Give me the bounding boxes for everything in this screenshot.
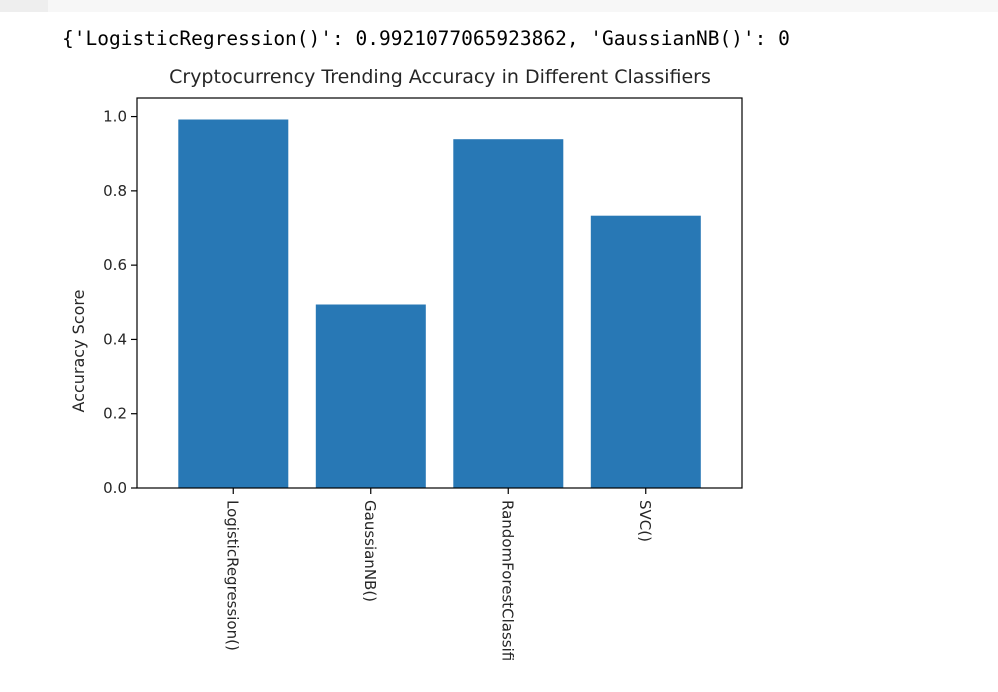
x-tick-label-0: LogisticRegression() [223,500,241,651]
y-tick-label-3: 0.6 [103,256,127,274]
accuracy-bar-chart: Cryptocurrency Trending Accuracy in Diff… [69,66,743,661]
x-tick-label-3: SVC() [636,500,654,542]
bars-group [178,119,701,488]
chart-title: Cryptocurrency Trending Accuracy in Diff… [169,66,711,88]
x-tick-label-2: RandomForestClassifi [498,500,516,661]
y-tick-label-5: 1.0 [103,108,127,126]
cell-prompt-area [0,0,48,12]
y-tick-label-1: 0.2 [103,405,127,423]
y-ticks-group: 0.0 0.2 0.4 0.6 0.8 1.0 [103,108,137,497]
y-tick-label-2: 0.4 [103,330,127,348]
bar-2 [453,139,564,488]
y-tick-label-0: 0.0 [103,479,127,497]
x-ticks-group: LogisticRegression() GaussianNB() RandomFo… [223,488,654,661]
bar-0 [178,119,289,488]
bar-3 [590,215,701,488]
plot-area-frame [136,97,743,489]
y-tick-label-4: 0.8 [103,182,127,200]
x-tick-label-1: GaussianNB() [361,500,379,602]
bar-1 [315,304,426,488]
cell-top-strip [0,0,998,12]
y-axis-label: Accuracy Score [69,290,88,413]
cell-output-text: {'LogisticRegression()': 0.9921077065923… [62,27,790,50]
